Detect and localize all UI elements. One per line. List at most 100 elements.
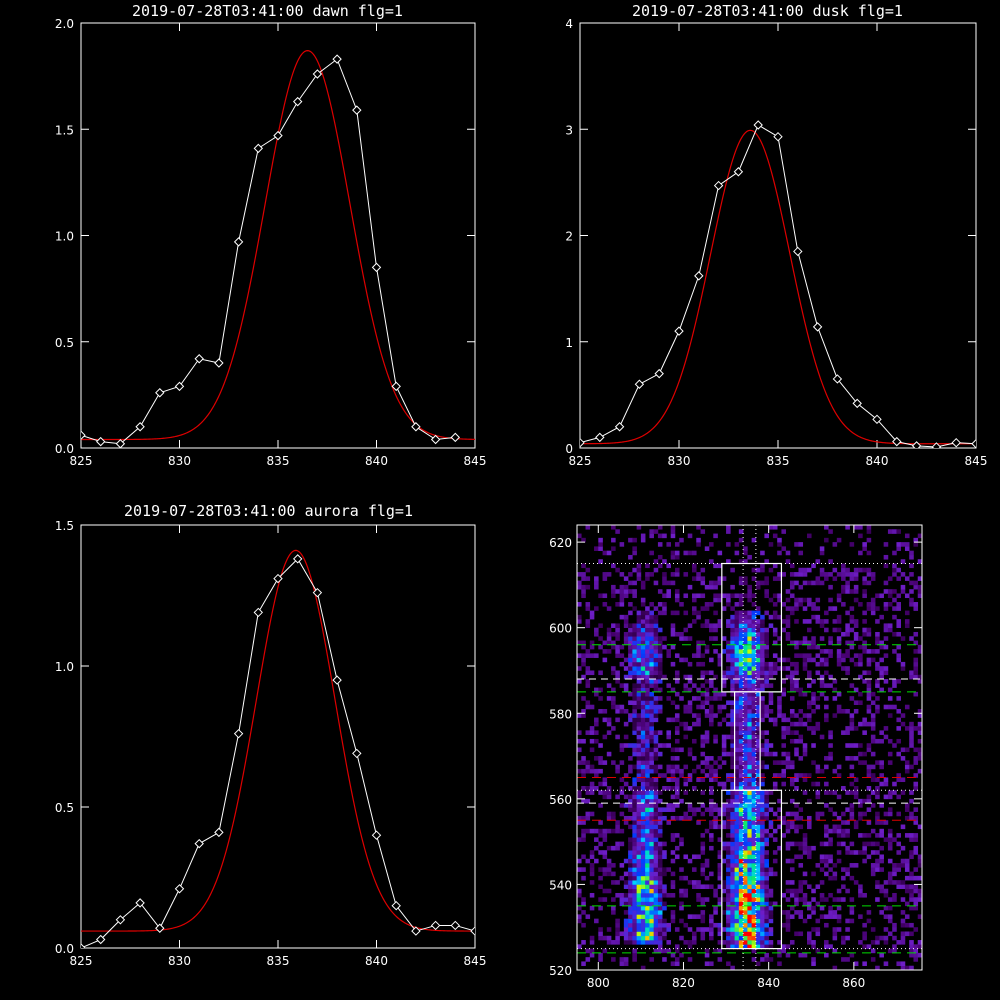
heatmap-cell: [892, 871, 897, 877]
heatmap-cell: [743, 593, 748, 599]
heatmap-cell: [649, 644, 654, 650]
heatmap-cell: [594, 627, 599, 633]
heatmap-cell: [819, 867, 825, 872]
heatmap-cell: [755, 820, 761, 825]
heatmap-cell: [849, 764, 855, 770]
heatmap-cell: [606, 845, 612, 851]
heatmap-cell: [789, 572, 795, 577]
heatmap-cell: [858, 892, 863, 898]
heatmap-cell: [747, 726, 752, 731]
heatmap-cell: [743, 901, 748, 907]
heatmap-cell: [743, 751, 748, 757]
heatmap-cell: [721, 738, 727, 744]
heatmap-cell: [636, 713, 642, 718]
heatmap-cell: [870, 576, 876, 581]
heatmap-cell: [670, 803, 676, 808]
heatmap-cell: [632, 871, 637, 877]
heatmap-cell: [734, 756, 740, 761]
heatmap-cell: [611, 563, 616, 569]
heatmap-cell: [858, 743, 863, 748]
heatmap-cell: [760, 657, 765, 663]
heatmap-cell: [653, 880, 659, 885]
heatmap-cell: [598, 875, 603, 881]
heatmap-cell: [649, 824, 654, 830]
heatmap-cell: [760, 871, 765, 877]
heatmap-cell: [602, 948, 608, 954]
heatmap-cell: [887, 845, 893, 851]
heatmap-cell: [615, 653, 620, 658]
heatmap-cell: [602, 837, 608, 842]
heatmap-cell: [670, 794, 676, 800]
heatmap-cell: [811, 760, 816, 765]
data-point: [931, 442, 942, 448]
heatmap-cell: [649, 768, 654, 774]
heatmap-cell: [615, 841, 620, 847]
heatmap-cell: [738, 777, 744, 783]
heatmap-cell: [726, 922, 731, 928]
heatmap-cell: [875, 841, 880, 847]
heatmap-cell: [747, 790, 752, 795]
heatmap-cell: [653, 803, 659, 808]
heatmap-cell: [849, 572, 855, 577]
heatmap-cell: [649, 837, 654, 842]
heatmap-cell: [734, 631, 740, 637]
heatmap-cell: [858, 691, 863, 697]
heatmap-cell: [849, 696, 855, 701]
heatmap-cell: [747, 683, 752, 688]
heatmap-cell: [764, 935, 769, 941]
heatmap-cell: [751, 726, 757, 731]
heatmap-cell: [832, 790, 838, 795]
heatmap-cell: [640, 918, 646, 924]
heatmap-cell: [900, 961, 906, 967]
heatmap-cell: [679, 918, 684, 924]
heatmap-cell: [781, 751, 786, 757]
heatmap-cell: [768, 567, 774, 573]
heatmap-cell: [577, 918, 582, 924]
heatmap-cell: [909, 670, 914, 676]
heatmap-cell: [845, 572, 850, 577]
heatmap-cell: [828, 858, 833, 864]
heatmap-cell: [636, 863, 642, 868]
plot-frame-0: [80, 22, 476, 449]
heatmap-cell: [645, 786, 650, 791]
heatmap-cell: [760, 850, 765, 855]
heatmap-cell: [730, 786, 735, 791]
heatmap-cell: [751, 790, 757, 795]
heatmap-cell: [674, 726, 680, 731]
heatmap-cell: [845, 888, 850, 894]
heatmap-cell: [640, 602, 646, 607]
heatmap-cell: [789, 730, 795, 735]
heatmap-cell: [853, 850, 859, 855]
heatmap-cell: [623, 584, 629, 590]
heatmap-cell: [879, 614, 884, 620]
heatmap-cell: [785, 666, 791, 671]
heatmap-cell: [755, 807, 761, 812]
heatmap-cell: [628, 867, 633, 872]
heatmap-cell: [636, 683, 642, 688]
heatmap-cell: [649, 708, 654, 714]
heatmap-cell: [849, 717, 855, 723]
heatmap-cell: [730, 687, 735, 693]
heatmap-cell: [896, 811, 901, 817]
heatmap-cell: [640, 888, 646, 894]
heatmap-cell: [909, 572, 914, 577]
heatmap-cell: [781, 717, 786, 723]
heatmap-cell: [717, 653, 723, 658]
heatmap-cell: [858, 803, 863, 808]
heatmap-cell: [640, 768, 646, 774]
heatmap-cell: [619, 644, 625, 650]
heatmap-cell: [900, 713, 906, 718]
heatmap-cell: [892, 606, 897, 611]
heatmap-cell: [853, 623, 859, 628]
heatmap-cell: [913, 631, 919, 637]
heatmap-cell: [577, 584, 582, 590]
heatmap-cell: [738, 700, 744, 706]
heatmap-cell: [636, 619, 642, 624]
heatmap-cell: [845, 631, 850, 637]
heatmap-cell: [751, 888, 757, 894]
heatmap-cell: [594, 918, 599, 924]
heatmap-cell: [751, 640, 757, 646]
heatmap-cell: [768, 918, 774, 924]
heatmap-cell: [883, 734, 889, 740]
heatmap-cell: [709, 845, 714, 851]
